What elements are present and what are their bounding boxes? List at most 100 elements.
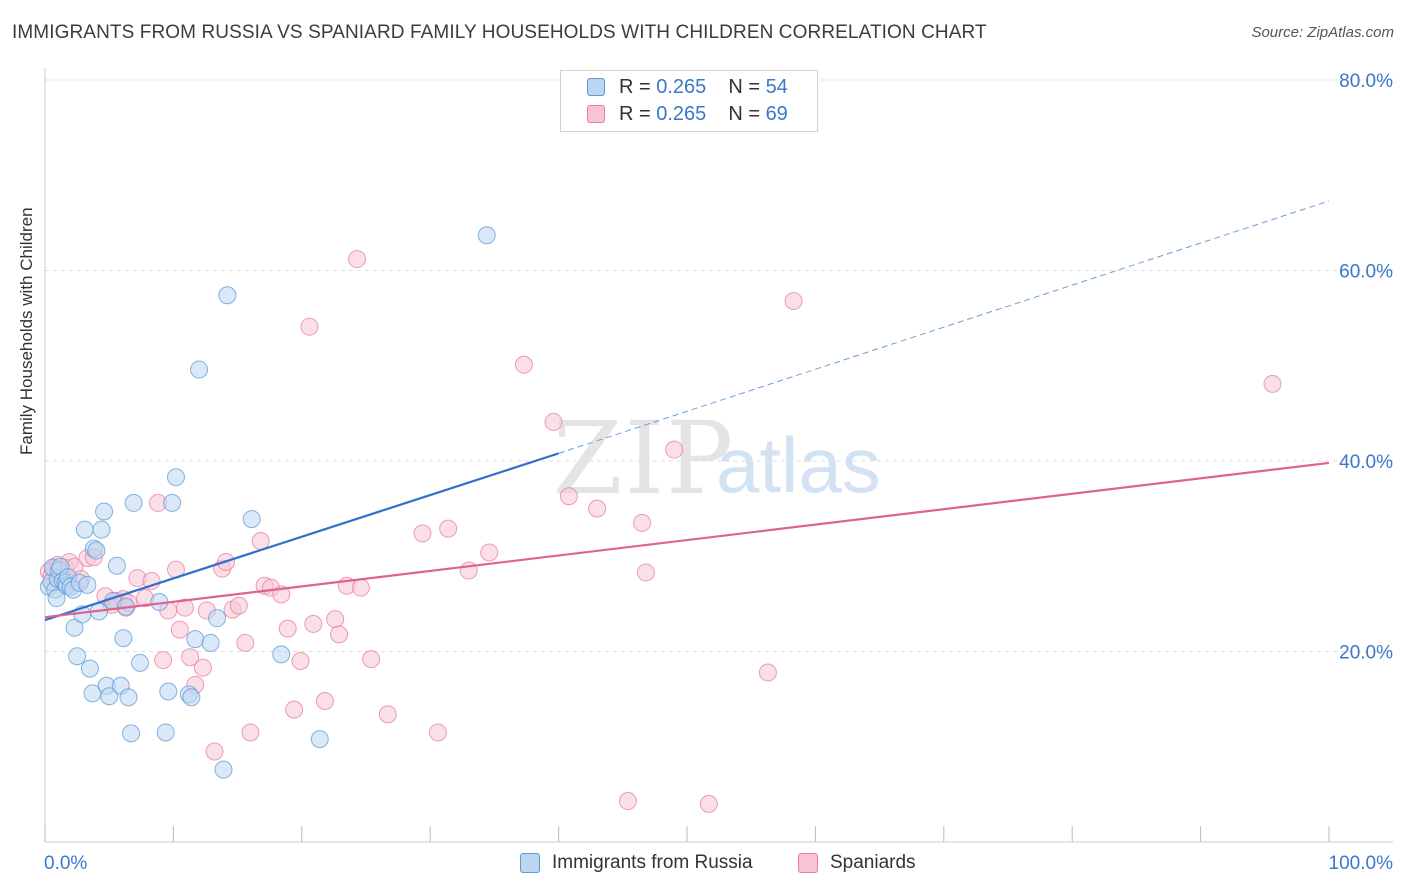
legend-r-label: R = [619,102,651,125]
data-point-spaniards [348,250,367,269]
label-layer: 20.0% 40.0% 60.0% 80.0% 0.0% 100.0% [44,71,1393,874]
data-point-russia [208,609,227,628]
data-point-spaniards [480,543,499,562]
data-point-spaniards [618,792,637,811]
legend-r-value-russia: 0.265 [656,75,707,98]
legend-row-spaniards: R = 0.265 N = 69 [587,101,788,127]
data-point-spaniards [315,692,334,711]
watermark-atlas: atlas [716,421,881,509]
data-point-spaniards [351,578,370,597]
data-point-russia [80,659,99,678]
data-point-spaniards [514,355,533,374]
data-point-spaniards [236,633,255,652]
data-point-spaniards [330,625,349,644]
data-point-russia [156,723,175,742]
data-point-spaniards [784,291,803,310]
data-point-russia [114,629,133,648]
trend-layer [44,200,1330,622]
data-point-russia [65,618,84,637]
legend-n-value-spaniards: 69 [765,102,788,125]
data-point-spaniards [428,723,447,742]
x-tick-label-max: 100.0% [1329,853,1394,874]
data-point-russia [242,510,261,529]
data-point-spaniards [291,652,310,671]
x-tick-label-min: 0.0% [44,853,87,874]
data-point-spaniards [251,532,270,551]
data-point-spaniards [285,700,304,719]
legend-r-label: R = [619,75,651,98]
legend-swatch-spaniards [587,105,605,123]
data-point-russia [182,688,201,707]
series-legend-russia: Immigrants from Russia [520,852,753,874]
data-point-russia [190,360,209,379]
data-point-spaniards [326,610,345,629]
legend-swatch-russia [587,78,605,96]
data-point-russia [201,633,220,652]
data-point-spaniards [758,663,777,682]
trend-line-russia-extension [558,200,1330,454]
data-point-spaniards [300,317,319,336]
data-point-spaniards [1263,374,1282,393]
data-point-spaniards [633,513,652,532]
data-point-russia [47,589,66,608]
data-point-russia [186,630,205,649]
data-point-spaniards [241,723,260,742]
point-layer [39,226,1282,813]
data-point-spaniards [142,572,161,591]
y-tick-label-20: 20.0% [1339,643,1393,664]
trend-line-russia [44,452,559,622]
chart-title: IMMIGRANTS FROM RUSSIA VS SPANIARD FAMIL… [12,22,987,43]
watermark-zip: ZIP [553,400,736,517]
data-point-russia [218,286,237,305]
data-point-russia [159,682,178,701]
data-point-spaniards [665,440,684,459]
legend-n-label: N = [728,102,760,125]
y-axis-label: Family Households with Children [17,207,36,455]
data-point-spaniards [559,487,578,506]
series-swatch-spaniards [798,853,818,873]
data-point-spaniards [439,519,458,538]
data-point-russia [272,645,291,664]
legend-row-russia: R = 0.265 N = 54 [587,74,788,100]
trend-line-spaniards [44,461,1330,619]
data-point-spaniards [278,619,297,638]
data-point-spaniards [193,658,212,677]
data-point-spaniards [378,705,397,724]
series-name-spaniards: Spaniards [830,852,916,873]
correlation-legend: R = 0.265 N = 54 R = 0.265 N = 69 [560,70,818,132]
y-tick-label-80: 80.0% [1339,71,1393,92]
data-point-spaniards [588,499,607,518]
data-point-russia [75,520,94,539]
data-point-spaniards [170,620,189,639]
data-point-russia [92,520,111,539]
data-point-russia [163,493,182,512]
series-name-russia: Immigrants from Russia [552,852,753,873]
data-point-russia [95,502,114,521]
data-point-russia [214,760,233,779]
data-point-spaniards [362,650,381,669]
data-point-russia [166,468,185,487]
data-point-spaniards [181,648,200,667]
data-point-russia [131,653,150,672]
data-point-spaniards [636,563,655,582]
source-label: Source: ZipAtlas.com [1251,24,1394,41]
data-point-spaniards [544,412,563,431]
legend-n-value-russia: 54 [765,75,788,98]
series-legend-spaniards: Spaniards [798,852,916,874]
data-point-russia [100,687,119,706]
data-point-russia [119,688,138,707]
data-point-spaniards [304,614,323,633]
data-point-spaniards [175,598,194,617]
data-point-spaniards [229,596,248,615]
data-point-spaniards [154,651,173,670]
data-point-russia [78,575,97,594]
legend-r-value-spaniards: 0.265 [656,102,707,125]
series-swatch-russia [520,853,540,873]
legend-n-label: N = [728,75,760,98]
data-point-russia [87,541,106,560]
axis-layer [44,68,1393,843]
data-point-spaniards [205,742,224,761]
data-point-spaniards [699,794,718,813]
data-point-russia [124,493,143,512]
